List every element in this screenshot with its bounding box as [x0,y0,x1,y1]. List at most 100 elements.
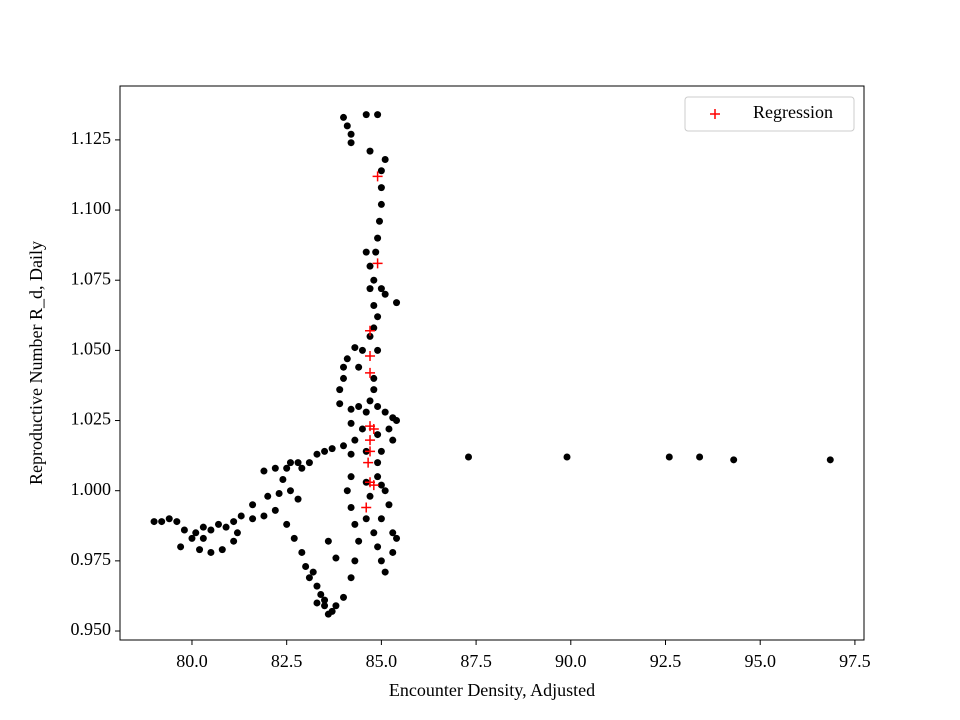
point [375,217,383,225]
point [374,543,382,551]
x-tick-label: 90.0 [555,651,587,671]
point [313,582,321,590]
y-tick-label: 0.975 [71,549,112,569]
point [374,234,382,242]
point [305,574,313,582]
point [372,248,380,256]
point [393,299,401,307]
point [374,473,382,481]
point [365,435,376,446]
point [393,534,401,542]
point [377,481,385,489]
point [370,276,378,284]
point [336,386,344,394]
point [283,520,291,528]
point [563,453,571,461]
point [366,397,374,405]
point [362,408,370,416]
point [377,200,385,208]
point [389,548,397,556]
point [340,442,348,450]
point [180,526,188,534]
point [361,502,372,513]
point [324,537,332,545]
point [260,512,268,520]
point [366,332,374,340]
point [317,591,325,599]
point [696,453,704,461]
legend-label: Regression [753,102,833,122]
point [173,518,181,526]
point [374,346,382,354]
point [222,523,230,531]
point [368,423,379,434]
point [286,459,294,467]
point [374,111,382,119]
point [192,529,200,537]
x-tick-label: 97.5 [839,651,871,671]
point [230,537,238,545]
point [381,487,389,495]
point [370,386,378,394]
point [366,492,374,500]
point [358,425,366,433]
point [347,405,355,413]
point [389,436,397,444]
point [264,492,272,500]
point [377,167,385,175]
point [370,529,378,537]
point [381,568,389,576]
point [347,419,355,427]
point [290,534,298,542]
point [365,350,376,361]
point [347,130,355,138]
point [340,363,348,371]
point [347,574,355,582]
point [385,501,393,509]
point [826,456,834,464]
point [177,543,185,551]
point [294,495,302,503]
point [275,490,283,498]
point [298,464,306,472]
point [302,562,310,570]
point [347,473,355,481]
legend [684,96,855,132]
point [271,506,279,514]
point [298,548,306,556]
x-tick-label: 80.0 [176,651,208,671]
point [294,459,302,467]
point [150,518,158,526]
point [271,464,279,472]
point [343,122,351,130]
point [249,515,257,523]
point [347,139,355,147]
point [196,546,204,554]
point [237,512,245,520]
point [370,324,378,332]
point [313,450,321,458]
point [355,537,363,545]
point [362,111,370,119]
point [165,515,173,523]
point [358,346,366,354]
point [351,344,359,352]
point [368,480,379,491]
point [465,453,473,461]
point [328,607,336,615]
y-tick-label: 0.950 [71,619,112,639]
point [305,459,313,467]
point [188,534,196,542]
point [355,363,363,371]
point [370,374,378,382]
point [230,518,238,526]
point [365,367,376,378]
point [260,467,268,475]
point [279,475,287,483]
y-tick-label: 1.000 [71,479,112,499]
point [377,515,385,523]
point [366,147,374,155]
point [393,417,401,425]
point [385,425,393,433]
